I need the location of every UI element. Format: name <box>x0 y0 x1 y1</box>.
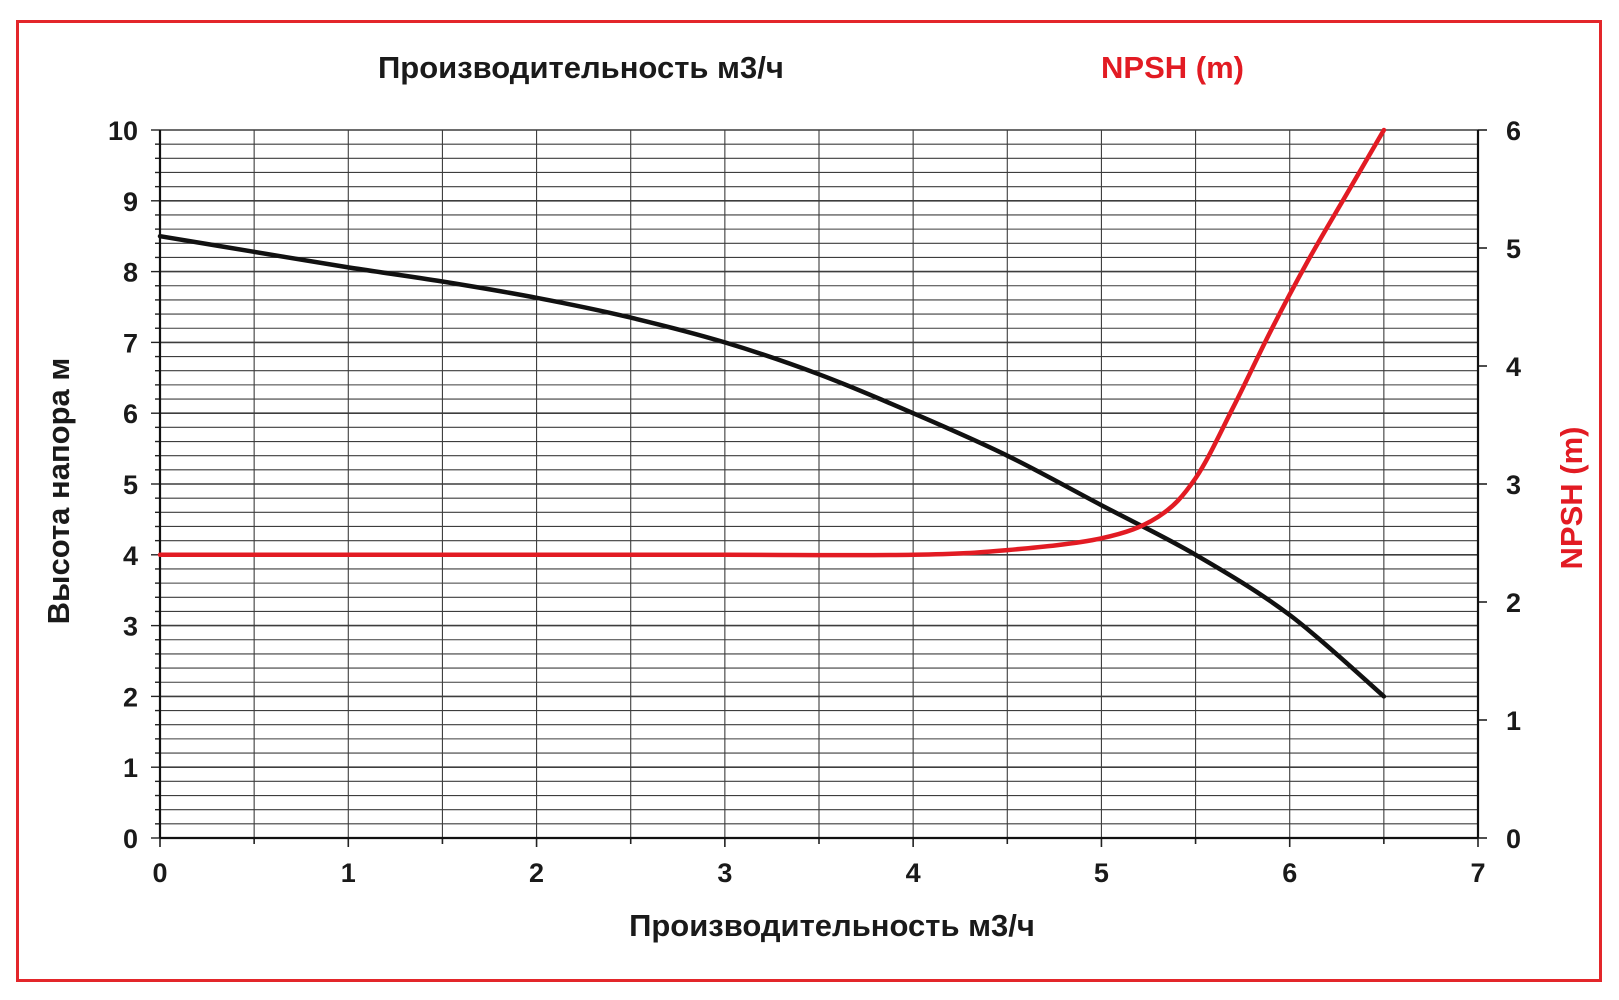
y-tick-label: 5 <box>123 470 138 500</box>
y2-tick-label: 1 <box>1506 706 1521 736</box>
y-tick-label: 1 <box>123 753 138 783</box>
series-lines <box>157 127 1387 699</box>
y-tick-label: 8 <box>123 258 138 288</box>
chart-header-npsh: NPSH (m) <box>1101 50 1244 85</box>
grid <box>151 129 1487 847</box>
y-tick-label: 3 <box>123 612 138 642</box>
y-tick-label: 9 <box>123 187 138 217</box>
chart-border <box>16 20 1602 982</box>
y2-tick-label: 5 <box>1506 234 1521 264</box>
x-tick-label: 2 <box>529 858 544 888</box>
y-tick-label: 6 <box>123 399 138 429</box>
y-tick-label: 2 <box>123 682 138 712</box>
npsh-curve <box>157 127 1387 558</box>
x-tick-label: 0 <box>152 858 167 888</box>
x-tick-label: 1 <box>341 858 356 888</box>
x-tick-label: 5 <box>1094 858 1109 888</box>
y2-tick-label: 2 <box>1506 588 1521 618</box>
x-tick-label: 3 <box>717 858 732 888</box>
x-tick-label: 7 <box>1470 858 1485 888</box>
x-tick-label: 6 <box>1282 858 1297 888</box>
x-tick-label: 4 <box>906 858 921 888</box>
y2-axis-label: NPSH (m) <box>1554 427 1589 570</box>
head-curve <box>157 233 1387 699</box>
x-axis-label: Производительность м3/ч <box>629 908 1035 943</box>
y-tick-label: 4 <box>123 541 138 571</box>
chart-header-flow: Производительность м3/ч <box>378 50 784 85</box>
y2-tick-label: 0 <box>1506 824 1521 854</box>
y-tick-label: 7 <box>123 328 138 358</box>
y2-tick-label: 4 <box>1506 352 1521 382</box>
y-axis-label: Высота напора м <box>41 358 76 625</box>
y-tick-label: 0 <box>123 824 138 854</box>
y2-tick-label: 6 <box>1506 116 1521 146</box>
y-tick-label: 10 <box>108 116 138 146</box>
y2-tick-label: 3 <box>1506 470 1521 500</box>
